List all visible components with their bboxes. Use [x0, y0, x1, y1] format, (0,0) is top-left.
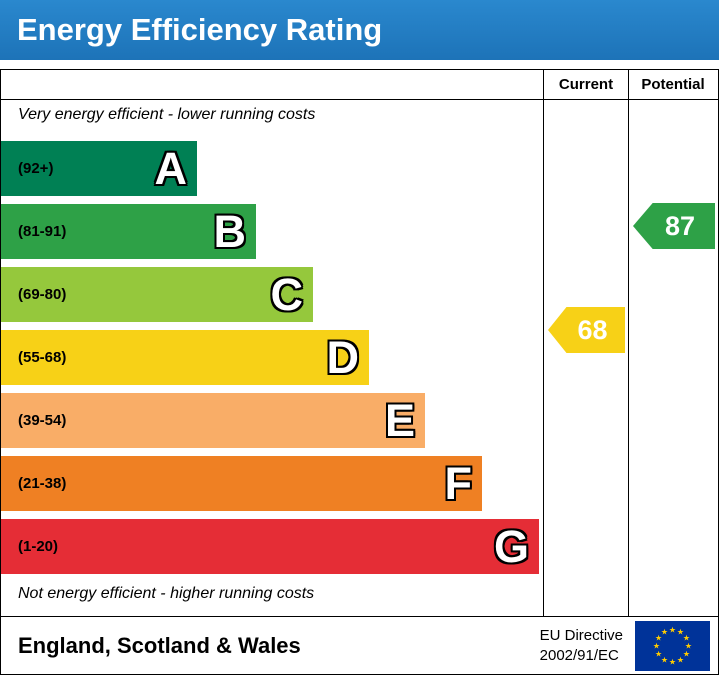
band-letter: A	[154, 143, 188, 194]
rating-bands-container: (92+) A (81-91) B (69-80) C (55-68) D (39-54) E (2…	[1, 141, 539, 582]
svg-text:★: ★	[683, 649, 690, 658]
band-row-f: (21-38) F	[1, 456, 539, 511]
current-rating-value: 68	[577, 314, 608, 345]
band-letter: B	[213, 206, 247, 257]
band-range-label: (1-20)	[18, 538, 59, 555]
svg-text:★: ★	[661, 655, 668, 664]
potential-column-header: Potential	[641, 76, 705, 93]
potential-rating-arrow: 87	[633, 203, 715, 249]
band-bar-b: (81-91) B	[1, 204, 256, 259]
chart-header-row: Current Potential	[1, 70, 718, 100]
svg-text:★: ★	[655, 649, 662, 658]
eu-directive-line2: 2002/91/EC	[539, 646, 619, 664]
svg-text:★: ★	[677, 627, 684, 636]
band-row-b: (81-91) B	[1, 204, 539, 259]
band-letter: G	[493, 521, 529, 572]
band-bar-g: (1-20) G	[1, 519, 539, 574]
band-letter: C	[270, 269, 304, 320]
band-bar-f: (21-38) F	[1, 456, 482, 511]
current-column-header: Current	[558, 76, 614, 93]
band-bar-a: (92+) A	[1, 141, 197, 196]
svg-text:★: ★	[669, 657, 676, 666]
band-bar-e: (39-54) E	[1, 393, 425, 448]
svg-text:★: ★	[655, 633, 662, 642]
svg-text:★: ★	[683, 633, 690, 642]
band-row-g: (1-20) G	[1, 519, 539, 574]
band-letter: D	[326, 332, 360, 383]
top-note: Very energy efficient - lower running co…	[18, 106, 316, 123]
band-row-e: (39-54) E	[1, 393, 539, 448]
current-rating-arrow: 68	[548, 307, 625, 353]
band-range-label: (55-68)	[18, 349, 67, 366]
band-row-a: (92+) A	[1, 141, 539, 196]
band-range-label: (39-54)	[18, 412, 67, 429]
band-range-label: (81-91)	[18, 223, 67, 240]
svg-text:★: ★	[685, 641, 692, 650]
potential-rating-value: 87	[664, 210, 696, 241]
band-bar-c: (69-80) C	[1, 267, 313, 322]
epc-rating-chart: Current Potential Very energy efficient …	[0, 69, 719, 617]
band-range-label: (69-80)	[18, 286, 67, 303]
eu-directive-line1: EU Directive	[539, 626, 623, 644]
band-bar-d: (55-68) D	[1, 330, 369, 385]
svg-text:★: ★	[669, 625, 676, 634]
page-title-bar: Energy Efficiency Rating	[0, 0, 719, 60]
band-range-label: (92+)	[18, 160, 54, 177]
svg-text:★: ★	[677, 655, 684, 664]
footer-bar: England, Scotland & Wales EU Directive 2…	[0, 617, 719, 675]
page-title: Energy Efficiency Rating	[17, 12, 383, 47]
current-column-divider	[543, 70, 544, 616]
bottom-note: Not energy efficient - higher running co…	[18, 585, 315, 602]
band-letter: F	[444, 458, 473, 509]
eu-directive-label: EU Directive 2002/91/EC	[540, 626, 623, 666]
band-letter: E	[384, 395, 415, 446]
potential-column-divider	[628, 70, 629, 616]
eu-flag-icon: ★ ★ ★ ★ ★ ★ ★ ★ ★ ★ ★ ★	[635, 620, 710, 671]
band-row-d: (55-68) D	[1, 330, 539, 385]
svg-text:★: ★	[653, 641, 660, 650]
band-row-c: (69-80) C	[1, 267, 539, 322]
band-range-label: (21-38)	[18, 475, 67, 492]
footer-region-label: England, Scotland & Wales	[18, 632, 301, 658]
svg-text:★: ★	[661, 627, 668, 636]
